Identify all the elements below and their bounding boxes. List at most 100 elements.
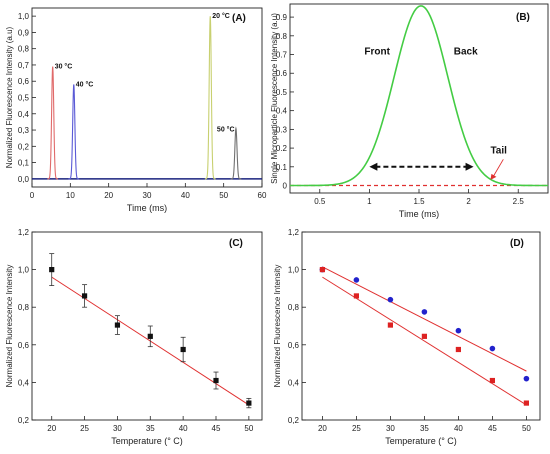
- panel-d-xtick-label: 20: [318, 424, 327, 433]
- panel-d-ytick-label: 1,2: [288, 228, 300, 237]
- panel-c-xtick-label: 30: [113, 424, 122, 433]
- panel-d-x-axis-label: Temperature (° C): [385, 436, 457, 446]
- panel-a-series-2-line: [204, 16, 216, 180]
- panel-d-ytick-label: 0,4: [288, 378, 300, 387]
- panel-b-ytick-label: 0: [283, 182, 288, 191]
- panel-a-ytick-label: 0,1: [18, 159, 30, 168]
- panel-a-ytick-label: 0,5: [18, 94, 30, 103]
- panel-c-x-axis-label: Temperature (° C): [111, 436, 183, 446]
- panel-a-label: (A): [232, 13, 246, 24]
- panel-a-series-0-label: 30 °C: [55, 63, 73, 71]
- panel-d-y-axis-label: Normalized Fluorescence Intensity: [273, 265, 282, 388]
- panel-b-tail-arrow: [492, 159, 504, 179]
- panel-a-xtick-label: 10: [66, 191, 75, 200]
- panel-a-ytick-label: 0,0: [18, 175, 30, 184]
- panel-c-data-point: [213, 377, 219, 384]
- panel-c-xtick-label: 45: [212, 424, 221, 433]
- panel-c-ytick-label: 1,0: [18, 266, 30, 275]
- panel-a-ytick-label: 0,3: [18, 126, 30, 135]
- panel-b-ytick-label: 0.9: [276, 13, 288, 22]
- panel-d-series-1-point: [489, 377, 495, 384]
- panel-d-frame: [301, 231, 541, 421]
- panel-c-xtick-label: 50: [244, 424, 253, 433]
- panel-d-xtick-label: 35: [420, 424, 429, 433]
- panel-b-y-axis-label: Single Microparticle Fluorescence Intens…: [270, 13, 279, 184]
- panel-a-xtick-label: 60: [258, 191, 267, 200]
- panel-c-label: (C): [229, 238, 243, 249]
- panel-d-series-0-point: [523, 375, 530, 382]
- panel-a-xtick-label: 50: [219, 191, 228, 200]
- panel-a-ytick-label: 0,8: [18, 45, 30, 54]
- panel-c-data-point: [49, 267, 55, 273]
- panel-b-xtick-label: 1: [367, 197, 372, 206]
- panel-b-xtick-label: 0.5: [314, 197, 326, 206]
- panel-d-series-1-point: [319, 267, 325, 273]
- panel-c-ytick-label: 0,8: [18, 303, 30, 312]
- panel-d-ytick-label: 0,6: [288, 341, 300, 350]
- panel-d-series-1-point: [523, 400, 529, 406]
- panel-b-ytick-label: 0.8: [276, 32, 288, 41]
- panel-d-series-0-point: [421, 309, 428, 315]
- panel-b-peak-line: [290, 5, 548, 187]
- panel-a-frame: [31, 7, 263, 188]
- panel-c-data-point: [81, 293, 88, 299]
- panel-a-ytick-label: 1,0: [18, 12, 30, 21]
- panel-d-series-1-point: [353, 293, 359, 299]
- panel-d-xtick-label: 40: [454, 424, 463, 433]
- panel-a-series-0-line: [47, 66, 59, 180]
- panel-a-series-1-line: [68, 84, 80, 180]
- panel-c-data-point: [114, 322, 121, 328]
- panel-a-ytick-label: 0,4: [18, 110, 30, 119]
- panel-c-ytick-label: 0,2: [18, 416, 30, 425]
- panel-b-xtick-label: 2: [466, 197, 471, 206]
- panel-b-ytick-label: 0.2: [276, 144, 288, 153]
- panel-d-xtick-label: 30: [386, 424, 395, 433]
- panel-c-ytick-label: 0,4: [18, 378, 30, 387]
- panel-b-frame: [289, 3, 549, 194]
- panel-a-series-2-label: 20 °C: [212, 12, 230, 20]
- panel-c-xtick-label: 20: [47, 424, 56, 433]
- panel-b-ytick-label: 0.7: [276, 51, 288, 60]
- panel-a-ytick-label: 0,6: [18, 77, 30, 86]
- panel-a-ytick-label: 0,9: [18, 28, 30, 37]
- panel-d-label: (D): [510, 238, 524, 249]
- panel-b-tail-label: Tail: [490, 146, 507, 157]
- panel-a-xtick-label: 0: [30, 191, 35, 200]
- panel-d-series-1-point: [421, 333, 427, 339]
- panel-c-data-point: [180, 346, 186, 353]
- panel-c-xtick-label: 25: [80, 424, 89, 433]
- panel-b-ytick-label: 0.1: [276, 163, 288, 172]
- panel-a-series-3-line: [230, 126, 242, 180]
- panel-b-back-label: Back: [454, 47, 478, 58]
- panel-c-ytick-label: 1,2: [18, 228, 30, 237]
- panel-b-arrow-left-head: [369, 162, 378, 171]
- panel-d-series-0-point: [455, 327, 462, 334]
- panel-d-series-1-point: [387, 322, 393, 328]
- panel-c-y-axis-label: Normalized Fluorescence Intensity: [5, 265, 14, 388]
- panel-a-xtick-label: 40: [181, 191, 190, 200]
- panel-a-series-3-label: 50 °C: [217, 125, 235, 133]
- panel-b-front-label: Front: [364, 47, 390, 58]
- panel-a-y-axis-label: Normalized Fluorescence Intensity (a.u): [5, 26, 14, 168]
- panel-a-x-axis-label: Time (ms): [127, 203, 167, 213]
- panel-d-ytick-label: 0,2: [288, 416, 300, 425]
- panel-d-xtick-label: 50: [522, 424, 531, 433]
- panel-b-arrow-right-head: [465, 162, 474, 171]
- panel-d-xtick-label: 25: [352, 424, 361, 433]
- panel-a-xtick-label: 30: [143, 191, 152, 200]
- panel-a-ytick-label: 0,2: [18, 142, 30, 151]
- panel-c-frame: [31, 231, 263, 421]
- panel-c-ytick-label: 0,6: [18, 341, 30, 350]
- panel-d-fit-line-0: [322, 266, 527, 372]
- panel-d-xtick-label: 45: [488, 424, 497, 433]
- panel-b-tail-arrow-head: [490, 173, 497, 180]
- panel-d-ytick-label: 0,8: [288, 303, 300, 312]
- panel-b-ytick-label: 0.4: [276, 107, 288, 116]
- panel-d-series-0-point: [489, 345, 496, 352]
- panel-a-xtick-label: 20: [104, 191, 113, 200]
- panel-b-label: (B): [516, 12, 530, 23]
- panel-d-fit-line-1: [322, 276, 527, 406]
- panel-b-xtick-label: 1.5: [413, 197, 425, 206]
- panel-c-data-point: [246, 400, 252, 406]
